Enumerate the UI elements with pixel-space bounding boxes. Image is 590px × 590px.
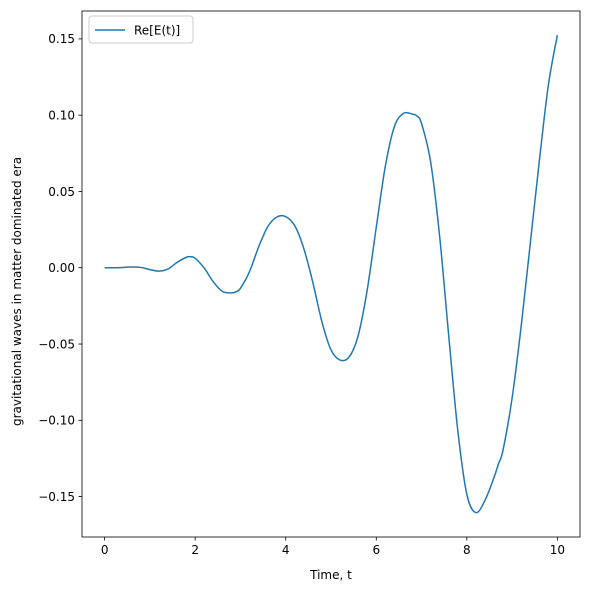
x-tick-label: 4 bbox=[282, 543, 290, 557]
legend-frame bbox=[88, 15, 194, 44]
x-tick-label: 6 bbox=[372, 543, 380, 557]
legend-entry-label: Re[E(t)] bbox=[134, 24, 180, 38]
plot-area bbox=[104, 34, 559, 514]
x-tick-label: 0 bbox=[101, 543, 109, 557]
y-tick-label: −0.15 bbox=[38, 490, 75, 504]
x-tick-label: 2 bbox=[191, 543, 199, 557]
y-tick-label: 0.00 bbox=[48, 261, 75, 275]
axes: 0 2 4 6 8 10 −0.15 −0.10 −0.05 0.00 0.05 0.10 0.15 bbox=[38, 10, 581, 557]
x-tick-label: 8 bbox=[463, 543, 471, 557]
y-tick-label: 0.10 bbox=[48, 108, 75, 122]
y-tick-label: −0.05 bbox=[38, 337, 75, 351]
y-tick-label: 0.15 bbox=[48, 32, 75, 46]
series-line-0 bbox=[104, 34, 559, 514]
axes-frame bbox=[81, 10, 581, 538]
y-tick-label: 0.05 bbox=[48, 185, 75, 199]
y-tick-label: −0.10 bbox=[38, 414, 75, 428]
x-axis-label: Time, t bbox=[309, 568, 352, 582]
legend: Re[E(t)] bbox=[88, 15, 194, 44]
y-axis-label: gravitational waves in matter dominated … bbox=[10, 157, 24, 426]
x-tick-label: 10 bbox=[550, 543, 565, 557]
